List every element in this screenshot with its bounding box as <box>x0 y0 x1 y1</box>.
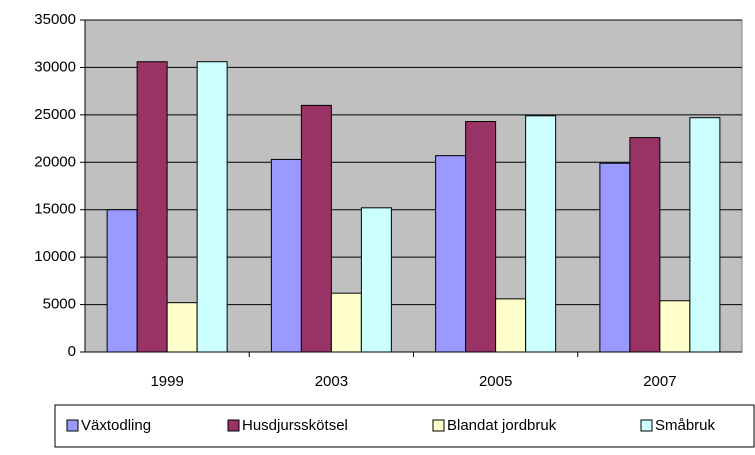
bar <box>196 61 228 353</box>
bar <box>106 209 138 353</box>
bar <box>689 117 721 353</box>
bar <box>629 137 661 353</box>
x-tick-label: 1999 <box>150 373 183 390</box>
legend <box>54 404 755 448</box>
legend-label: Växtodling <box>81 417 151 434</box>
legend-swatch <box>66 419 79 432</box>
bar <box>136 61 168 353</box>
y-tick-label: 35000 <box>34 11 76 28</box>
y-tick-label: 20000 <box>34 153 76 170</box>
bar <box>166 302 198 353</box>
bar <box>525 115 557 353</box>
legend-label: Småbruk <box>655 417 716 434</box>
legend-label: Husdjursskötsel <box>242 417 348 434</box>
x-tick-label: 2003 <box>315 373 348 390</box>
bar <box>270 158 302 353</box>
bar <box>300 104 332 353</box>
x-tick-label: 2007 <box>643 373 676 390</box>
y-tick-label: 25000 <box>34 106 76 123</box>
bar <box>599 162 631 353</box>
bar <box>360 207 392 353</box>
bar <box>659 300 691 353</box>
y-tick-label: 15000 <box>34 201 76 218</box>
y-tick-label: 0 <box>68 343 76 360</box>
bar <box>435 155 467 353</box>
y-tick-label: 30000 <box>34 58 76 75</box>
x-tick-label: 2005 <box>479 373 512 390</box>
legend-swatch <box>227 419 240 432</box>
bar <box>495 298 527 353</box>
y-tick-label: 5000 <box>43 296 76 313</box>
legend-label: Blandat jordbruk <box>447 417 557 434</box>
y-tick-label: 10000 <box>34 248 76 265</box>
bar <box>465 120 497 353</box>
legend-swatch <box>432 419 445 432</box>
legend-swatch <box>640 419 653 432</box>
bar <box>330 292 362 353</box>
